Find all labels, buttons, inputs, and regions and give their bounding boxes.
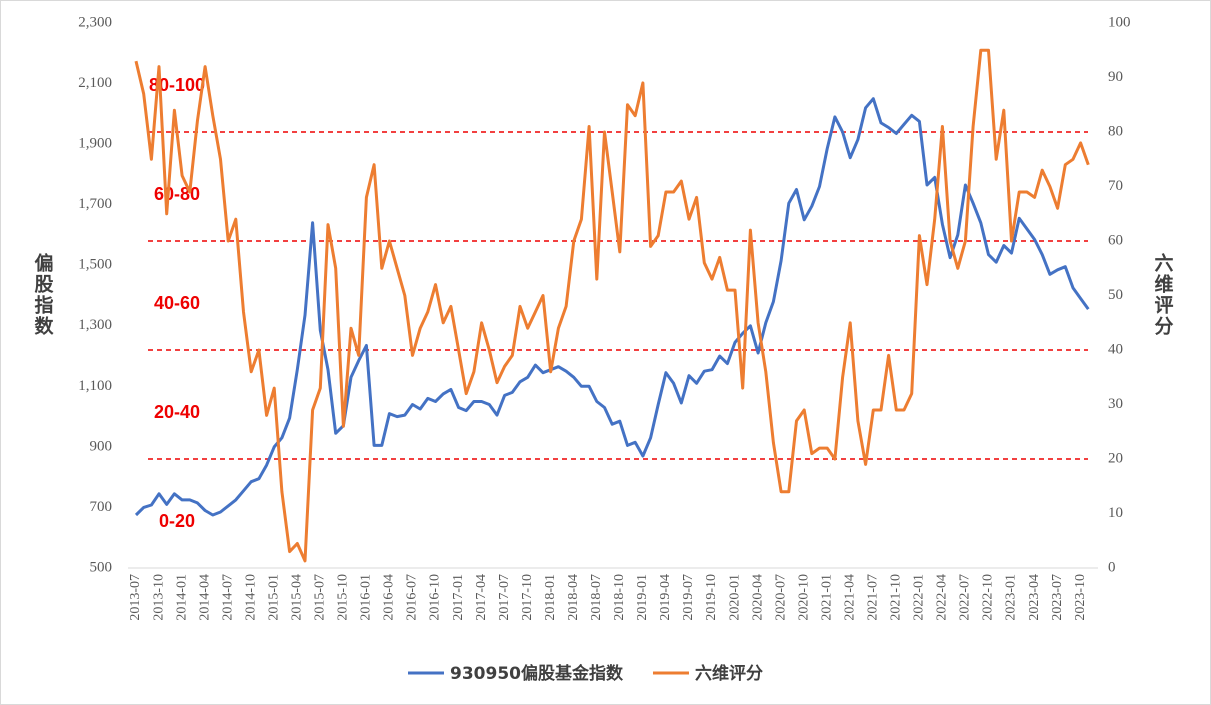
y-tick-label: 1,100 [78,378,112,394]
y2-tick-label: 70 [1108,178,1123,194]
y-tick-label: 1,900 [78,136,112,152]
x-tick-label: 2014-07 [220,574,235,621]
x-tick-label: 2023-10 [1073,574,1088,621]
y-tick-label: 2,100 [78,75,112,91]
y-tick-label: 500 [90,559,113,575]
x-tick-label: 2015-01 [266,574,281,621]
x-tick-label: 2017-10 [520,574,535,621]
y2-tick-label: 60 [1108,232,1123,248]
x-tick-label: 2023-01 [1004,574,1019,621]
y2-tick-label: 30 [1108,396,1123,412]
zone-label: 60-80 [154,184,200,204]
legend-label: 930950偏股基金指数 [450,663,624,684]
x-tick-label: 2014-10 [243,574,258,621]
y2-axis-title: 六维评分 [1152,252,1174,337]
x-tick-label: 2022-04 [935,574,950,621]
y2-tick-label: 50 [1108,287,1123,303]
x-tick-label: 2022-10 [981,574,996,621]
x-tick-label: 2018-04 [566,574,581,621]
x-tick-label: 2015-10 [336,574,351,621]
x-tick-label: 2022-07 [958,574,973,621]
x-tick-label: 2021-10 [889,574,904,621]
zone-label: 80-100 [149,75,205,95]
x-tick-label: 2018-10 [612,574,627,621]
x-tick-label: 2020-04 [750,574,765,621]
y2-tick-label: 90 [1108,69,1123,85]
series-line [134,48,1090,563]
x-tick-label: 2023-07 [1050,574,1065,621]
x-tick-label: 2020-07 [773,574,788,621]
y-tick-label: 1,700 [78,196,112,212]
x-tick-label: 2013-07 [128,574,143,621]
zone-label: 40-60 [154,293,200,313]
x-tick-label: 2015-07 [313,574,328,621]
x-tick-label: 2016-04 [382,574,397,621]
x-tick-label: 2019-07 [681,574,696,621]
x-tick-label: 2021-07 [865,574,880,621]
y2-tick-label: 0 [1108,559,1116,575]
y2-tick-label: 80 [1108,123,1123,139]
y-tick-label: 1,300 [78,317,112,333]
series-line [134,97,1090,517]
x-tick-label: 2016-01 [359,574,374,621]
x-tick-label: 2020-01 [727,574,742,621]
x-tick-label: 2016-07 [405,574,420,621]
x-tick-label: 2013-10 [151,574,166,621]
x-tick-label: 2021-04 [842,574,857,621]
x-tick-label: 2019-10 [704,574,719,621]
y-tick-label: 2,300 [78,14,112,30]
legend-label: 六维评分 [695,663,763,684]
x-tick-label: 2016-10 [428,574,443,621]
y-tick-label: 1,500 [78,257,112,273]
zone-label: 20-40 [154,402,200,422]
y-tick-label: 900 [90,438,113,454]
x-tick-label: 2017-04 [474,574,489,621]
x-tick-label: 2019-01 [635,574,650,621]
y2-tick-label: 10 [1108,505,1123,521]
x-tick-label: 2018-07 [589,574,604,621]
x-tick-label: 2022-01 [912,574,927,621]
y2-tick-label: 100 [1108,14,1131,30]
y-axis-title: 偏股指数 [32,252,54,337]
x-tick-label: 2021-01 [819,574,834,621]
y2-tick-label: 20 [1108,450,1123,466]
x-tick-label: 2017-01 [451,574,466,621]
y-tick-label: 700 [90,499,113,515]
x-tick-label: 2014-01 [174,574,189,621]
x-tick-label: 2014-04 [197,574,212,621]
x-tick-label: 2020-10 [796,574,811,621]
x-tick-label: 2023-04 [1027,574,1042,621]
zone-label: 0-20 [159,511,195,531]
x-tick-label: 2019-04 [658,574,673,621]
y2-tick-label: 40 [1108,341,1123,357]
x-tick-label: 2015-04 [289,574,304,621]
x-tick-label: 2018-01 [543,574,558,621]
x-tick-label: 2017-07 [497,574,512,621]
